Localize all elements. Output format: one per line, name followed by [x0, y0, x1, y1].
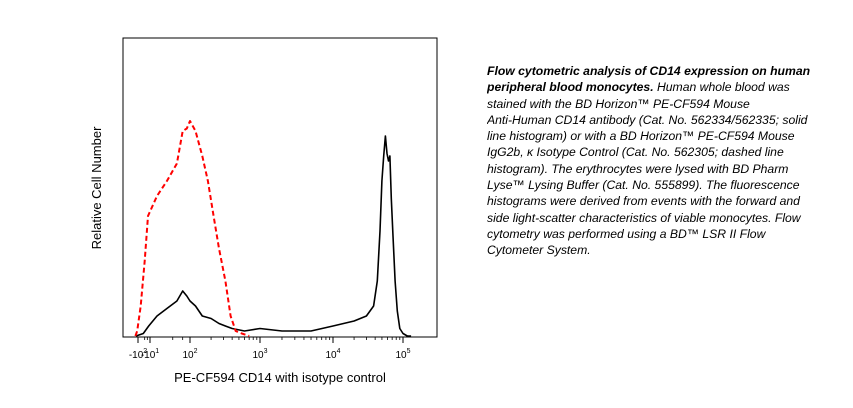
x-tick-label: -101	[141, 348, 159, 361]
caption-line: histogram). The erythrocytes were lysed …	[487, 161, 789, 176]
caption-line: Anti-Human CD14 antibody (Cat. No. 56233…	[487, 112, 808, 127]
caption-line: stained with the BD Horizon™ PE-CF594 Mo…	[487, 96, 750, 111]
caption-tail: Human whole blood was	[653, 80, 790, 95]
caption-line: side light-scatter characteristics of vi…	[487, 210, 801, 225]
caption-line: Lyse™ Lysing Buffer (Cat. No. 555899). T…	[487, 178, 800, 193]
y-axis-label: Relative Cell Number	[89, 126, 104, 249]
caption-line: peripheral blood monocytes. Human whole …	[487, 79, 853, 95]
x-tick-label: 102	[182, 348, 197, 361]
x-axis-label: PE-CF594 CD14 with isotype control	[174, 370, 386, 385]
cd14-histogram	[135, 135, 412, 337]
x-tick-label: 103	[252, 348, 267, 361]
caption-bold-line: Flow cytometric analysis of CD14 express…	[487, 64, 811, 78]
x-axis-ticks: -102-101 102 103 104 105	[129, 337, 411, 361]
caption-line: Cytometer System.	[487, 243, 591, 258]
caption-line: histograms were derived from events with…	[487, 194, 800, 209]
caption-line: IgG2b, κ Isotype Control (Cat. No. 56230…	[487, 145, 784, 160]
caption-line: cytometry was performed using a BD™ LSR …	[487, 226, 766, 241]
plot-frame	[122, 37, 438, 338]
caption-line: line histogram) or with a BD Horizon™ PE…	[487, 129, 795, 144]
x-tick-label: -102	[129, 348, 147, 361]
x-tick-label: 104	[325, 348, 340, 361]
caption-bold-line: peripheral blood monocytes.	[487, 80, 654, 95]
figure-caption: Flow cytometric analysis of CD14 express…	[487, 63, 853, 259]
isotype-control-histogram	[134, 120, 250, 337]
series-group	[134, 120, 412, 337]
x-tick-label: 105	[395, 348, 410, 361]
